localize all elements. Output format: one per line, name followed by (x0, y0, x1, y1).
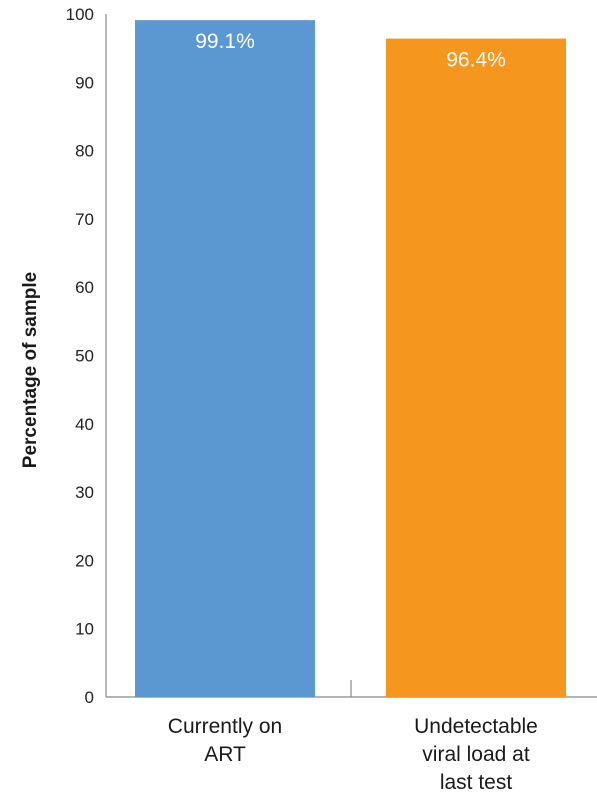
category-label: viral load at (422, 743, 530, 766)
y-tick-labels: 0 10 20 30 40 50 60 70 80 90 100 (66, 5, 94, 707)
data-label: 99.1% (195, 30, 255, 53)
y-tick-label: 40 (75, 415, 94, 434)
category-labels: Currently on ART Undetectable viral load at… (168, 715, 538, 794)
y-tick-label: 70 (75, 210, 94, 229)
bars (135, 20, 566, 698)
category-label: Undetectable (414, 715, 538, 738)
category-label: Currently on (168, 715, 282, 738)
y-tick-label: 50 (75, 347, 94, 366)
y-tick-label: 20 (75, 551, 94, 570)
bar (135, 20, 315, 698)
y-tick-label: 90 (75, 73, 94, 92)
y-tick-label: 10 (75, 620, 94, 639)
y-tick-label: 80 (75, 142, 94, 161)
category-label: last test (440, 771, 513, 794)
bar (386, 38, 566, 697)
category-label: ART (204, 743, 246, 766)
y-tick-label: 0 (85, 688, 94, 707)
y-tick-label: 100 (66, 5, 94, 24)
data-labels: 99.1% 96.4% (195, 30, 506, 71)
y-tick-label: 60 (75, 278, 94, 297)
y-axis-label: Percentage of sample (20, 272, 41, 468)
data-label: 96.4% (446, 49, 506, 72)
y-tick-label: 30 (75, 483, 94, 502)
y-axis: 0 10 20 30 40 50 60 70 80 90 100 (66, 5, 107, 707)
